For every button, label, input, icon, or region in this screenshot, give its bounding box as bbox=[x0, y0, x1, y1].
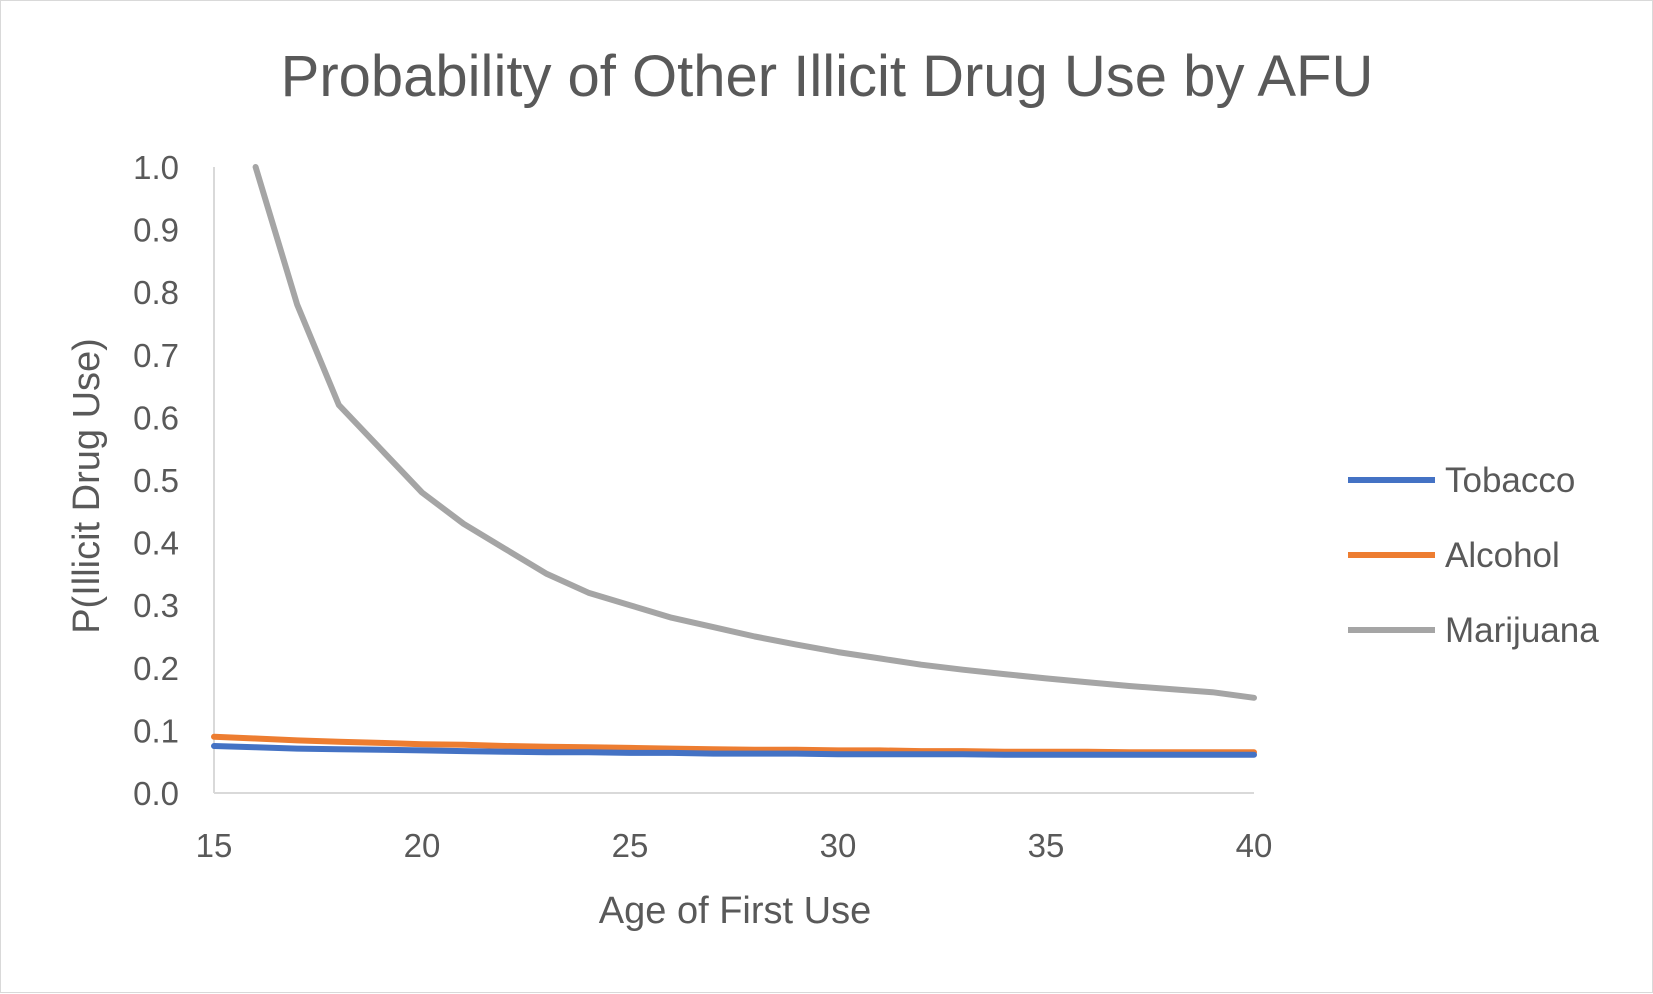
y-tick-label: 0.4 bbox=[133, 525, 179, 562]
y-tick-label: 0.5 bbox=[133, 462, 179, 499]
legend-label-alcohol: Alcohol bbox=[1445, 536, 1560, 575]
y-axis-title-group: P(Illicit Drug Use) bbox=[66, 338, 108, 634]
series-lines bbox=[211, 164, 1257, 758]
series-line-marijuana bbox=[252, 164, 1257, 701]
series-line-alcohol bbox=[211, 733, 1257, 756]
y-tick-label: 0.1 bbox=[133, 712, 179, 749]
legend-label-marijuana: Marijuana bbox=[1445, 611, 1599, 650]
y-tick-labels: 0.0 0.1 0.2 0.3 0.4 0.5 0.6 0.7 0.8 0.9 1.0 bbox=[133, 149, 179, 812]
y-tick-label: 0.0 bbox=[133, 775, 179, 812]
series-line-tobacco bbox=[211, 743, 1257, 758]
x-tick-label: 40 bbox=[1236, 827, 1273, 864]
x-tick-label: 25 bbox=[612, 827, 649, 864]
x-tick-label: 20 bbox=[404, 827, 441, 864]
y-axis-title: P(Illicit Drug Use) bbox=[66, 338, 108, 634]
chart-title: Probability of Other Illicit Drug Use by… bbox=[281, 44, 1374, 109]
x-tick-label: 35 bbox=[1028, 827, 1065, 864]
y-tick-label: 0.7 bbox=[133, 337, 179, 374]
y-tick-label: 0.2 bbox=[133, 650, 179, 687]
y-tick-label: 0.9 bbox=[133, 212, 179, 249]
x-axis-title: Age of First Use bbox=[599, 890, 871, 932]
y-tick-label: 0.6 bbox=[133, 399, 179, 436]
legend-label-tobacco: Tobacco bbox=[1445, 461, 1575, 500]
y-tick-label: 0.3 bbox=[133, 587, 179, 624]
x-tick-label: 15 bbox=[196, 827, 233, 864]
x-tick-label: 30 bbox=[820, 827, 857, 864]
y-tick-label: 1.0 bbox=[133, 149, 179, 186]
y-tick-label: 0.8 bbox=[133, 274, 179, 311]
legend: Tobacco Alcohol Marijuana bbox=[1348, 461, 1599, 650]
x-tick-labels: 15 20 25 30 35 40 bbox=[196, 827, 1273, 864]
